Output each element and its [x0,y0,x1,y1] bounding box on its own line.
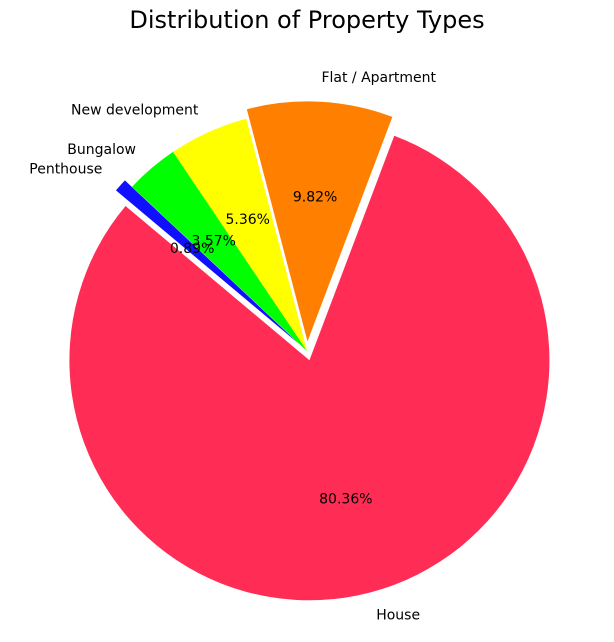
pie-slice-house [69,135,550,601]
slice-label-house: House [376,608,420,624]
pct-label-penthouse: 0.89% [170,241,214,257]
pct-label-bungalow: 3.57% [191,233,235,249]
pie-slice-flat-apartment [246,101,393,342]
slices-layer [69,101,550,601]
pct-label-house: 80.36% [319,492,372,508]
pie-slice-penthouse [115,180,300,345]
pie-slice-new-development [172,118,307,351]
slice-label-bungalow: Bungalow [67,142,136,158]
chart-title: Distribution of Property Types [129,6,484,34]
pie-slice-bungalow [132,151,307,351]
slice-label-new-development: New development [71,102,199,118]
slice-label-flat-apartment: Flat / Apartment [321,70,436,86]
slice-label-penthouse: Penthouse [29,161,102,177]
labels-layer: House 80.36% Flat / Apartment 9.82% New deve… [29,70,436,624]
pct-label-flat-apartment: 9.82% [293,190,337,206]
pct-label-new-development: 5.36% [226,212,270,228]
